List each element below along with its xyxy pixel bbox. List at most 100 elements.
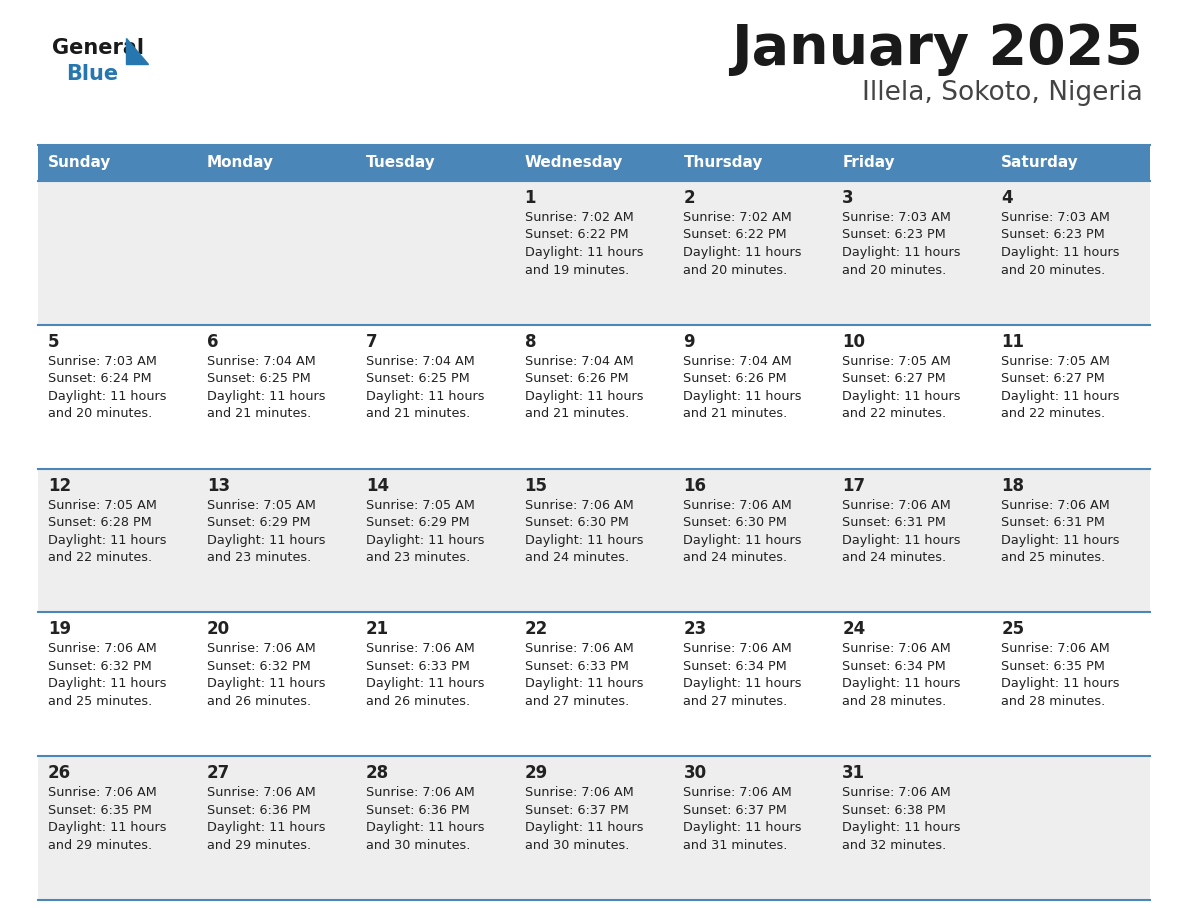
Text: Sunrise: 7:04 AM: Sunrise: 7:04 AM — [207, 354, 316, 368]
Text: Sunset: 6:36 PM: Sunset: 6:36 PM — [366, 803, 469, 817]
Bar — [674, 325, 833, 468]
Bar — [197, 612, 355, 756]
Text: Sunset: 6:31 PM: Sunset: 6:31 PM — [842, 516, 946, 529]
Text: Daylight: 11 hours: Daylight: 11 hours — [683, 246, 802, 259]
Text: Daylight: 11 hours: Daylight: 11 hours — [366, 390, 485, 403]
Text: Sunrise: 7:06 AM: Sunrise: 7:06 AM — [683, 786, 792, 800]
Text: 15: 15 — [525, 476, 548, 495]
Text: Sunrise: 7:04 AM: Sunrise: 7:04 AM — [683, 354, 792, 368]
Text: Daylight: 11 hours: Daylight: 11 hours — [842, 533, 961, 546]
Text: 29: 29 — [525, 764, 548, 782]
Text: Daylight: 11 hours: Daylight: 11 hours — [366, 533, 485, 546]
Text: Sunset: 6:37 PM: Sunset: 6:37 PM — [683, 803, 788, 817]
Text: Sunrise: 7:05 AM: Sunrise: 7:05 AM — [1001, 354, 1110, 368]
Text: and 22 minutes.: and 22 minutes. — [48, 551, 152, 564]
Text: Daylight: 11 hours: Daylight: 11 hours — [1001, 533, 1119, 546]
Text: Daylight: 11 hours: Daylight: 11 hours — [1001, 677, 1119, 690]
Text: 28: 28 — [366, 764, 388, 782]
Text: 3: 3 — [842, 189, 854, 207]
Text: 31: 31 — [842, 764, 865, 782]
Text: Illela, Sokoto, Nigeria: Illela, Sokoto, Nigeria — [862, 80, 1143, 106]
Text: Sunset: 6:30 PM: Sunset: 6:30 PM — [525, 516, 628, 529]
Text: Blue: Blue — [67, 64, 118, 84]
Text: Sunrise: 7:06 AM: Sunrise: 7:06 AM — [1001, 643, 1110, 655]
Text: Sunset: 6:23 PM: Sunset: 6:23 PM — [842, 229, 946, 241]
Text: Daylight: 11 hours: Daylight: 11 hours — [683, 822, 802, 834]
Text: Daylight: 11 hours: Daylight: 11 hours — [842, 390, 961, 403]
Bar — [197, 181, 355, 325]
Bar — [38, 325, 197, 468]
Text: Sunset: 6:25 PM: Sunset: 6:25 PM — [366, 373, 469, 386]
Text: 27: 27 — [207, 764, 230, 782]
Text: 23: 23 — [683, 621, 707, 638]
Text: Daylight: 11 hours: Daylight: 11 hours — [842, 677, 961, 690]
Text: Sunrise: 7:06 AM: Sunrise: 7:06 AM — [207, 786, 316, 800]
Bar — [991, 756, 1150, 900]
Text: Sunrise: 7:03 AM: Sunrise: 7:03 AM — [48, 354, 157, 368]
Text: Sunset: 6:34 PM: Sunset: 6:34 PM — [842, 660, 946, 673]
Text: Sunrise: 7:06 AM: Sunrise: 7:06 AM — [525, 643, 633, 655]
Text: Daylight: 11 hours: Daylight: 11 hours — [48, 390, 166, 403]
Text: 26: 26 — [48, 764, 71, 782]
Text: Sunset: 6:35 PM: Sunset: 6:35 PM — [48, 803, 152, 817]
Bar — [833, 612, 991, 756]
Text: Sunset: 6:32 PM: Sunset: 6:32 PM — [207, 660, 310, 673]
Bar — [38, 181, 197, 325]
Text: Daylight: 11 hours: Daylight: 11 hours — [683, 390, 802, 403]
Bar — [197, 468, 355, 612]
Text: Sunset: 6:24 PM: Sunset: 6:24 PM — [48, 373, 152, 386]
Text: Sunrise: 7:02 AM: Sunrise: 7:02 AM — [683, 211, 792, 224]
Text: Thursday: Thursday — [683, 155, 763, 171]
Bar — [674, 145, 833, 181]
Text: Tuesday: Tuesday — [366, 155, 436, 171]
Text: January 2025: January 2025 — [731, 22, 1143, 76]
Bar — [197, 145, 355, 181]
Bar — [38, 468, 197, 612]
Text: and 21 minutes.: and 21 minutes. — [683, 408, 788, 420]
Text: 18: 18 — [1001, 476, 1024, 495]
Text: 14: 14 — [366, 476, 388, 495]
Bar — [355, 612, 514, 756]
Text: Daylight: 11 hours: Daylight: 11 hours — [1001, 246, 1119, 259]
Text: and 31 minutes.: and 31 minutes. — [683, 839, 788, 852]
Text: and 26 minutes.: and 26 minutes. — [207, 695, 311, 708]
Text: Daylight: 11 hours: Daylight: 11 hours — [842, 246, 961, 259]
Bar — [991, 325, 1150, 468]
Text: Saturday: Saturday — [1001, 155, 1079, 171]
Text: and 24 minutes.: and 24 minutes. — [842, 551, 947, 564]
Text: Sunrise: 7:06 AM: Sunrise: 7:06 AM — [366, 786, 474, 800]
Text: and 32 minutes.: and 32 minutes. — [842, 839, 947, 852]
Bar — [991, 612, 1150, 756]
Polygon shape — [126, 38, 148, 64]
Bar — [355, 468, 514, 612]
Text: and 20 minutes.: and 20 minutes. — [842, 263, 947, 276]
Text: Sunset: 6:28 PM: Sunset: 6:28 PM — [48, 516, 152, 529]
Text: Sunset: 6:22 PM: Sunset: 6:22 PM — [683, 229, 788, 241]
Text: 1: 1 — [525, 189, 536, 207]
Text: Sunrise: 7:06 AM: Sunrise: 7:06 AM — [207, 643, 316, 655]
Text: Daylight: 11 hours: Daylight: 11 hours — [525, 246, 643, 259]
Text: Daylight: 11 hours: Daylight: 11 hours — [207, 533, 326, 546]
Bar — [674, 468, 833, 612]
Text: Sunset: 6:30 PM: Sunset: 6:30 PM — [683, 516, 788, 529]
Text: Sunrise: 7:06 AM: Sunrise: 7:06 AM — [1001, 498, 1110, 511]
Text: Sunrise: 7:03 AM: Sunrise: 7:03 AM — [842, 211, 952, 224]
Bar — [833, 325, 991, 468]
Bar — [674, 612, 833, 756]
Text: Daylight: 11 hours: Daylight: 11 hours — [683, 533, 802, 546]
Bar — [991, 145, 1150, 181]
Text: Sunday: Sunday — [48, 155, 112, 171]
Text: Sunrise: 7:04 AM: Sunrise: 7:04 AM — [525, 354, 633, 368]
Text: Daylight: 11 hours: Daylight: 11 hours — [366, 822, 485, 834]
Bar — [514, 756, 674, 900]
Text: Daylight: 11 hours: Daylight: 11 hours — [207, 822, 326, 834]
Text: Sunset: 6:27 PM: Sunset: 6:27 PM — [1001, 373, 1105, 386]
Text: and 20 minutes.: and 20 minutes. — [48, 408, 152, 420]
Text: Sunrise: 7:05 AM: Sunrise: 7:05 AM — [842, 354, 952, 368]
Text: Sunrise: 7:06 AM: Sunrise: 7:06 AM — [48, 786, 157, 800]
Text: Sunset: 6:36 PM: Sunset: 6:36 PM — [207, 803, 310, 817]
Text: 8: 8 — [525, 333, 536, 351]
Text: Sunrise: 7:06 AM: Sunrise: 7:06 AM — [525, 786, 633, 800]
Text: 16: 16 — [683, 476, 707, 495]
Text: Sunrise: 7:04 AM: Sunrise: 7:04 AM — [366, 354, 474, 368]
